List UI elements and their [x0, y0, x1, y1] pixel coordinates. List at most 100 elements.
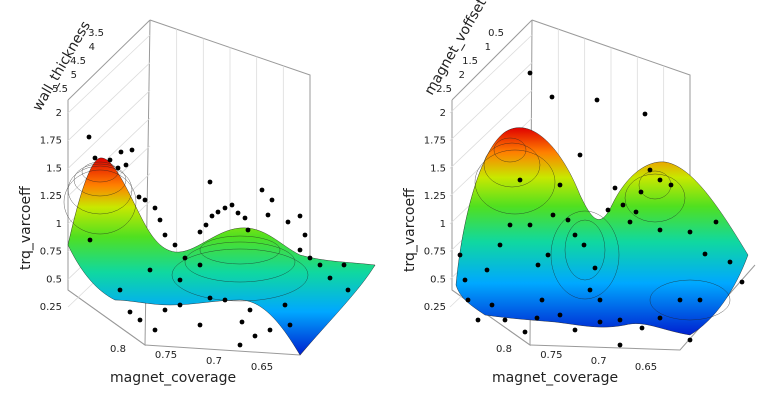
z-tick-label: 1 — [440, 219, 446, 230]
y-tick-label: 5 — [71, 70, 77, 81]
z-tick-label: 1.75 — [40, 136, 62, 147]
data-point — [247, 307, 253, 313]
grid-line — [67, 117, 151, 197]
data-point — [209, 213, 215, 219]
z-axis-label-right: trq_varcoeff — [402, 188, 418, 272]
data-point — [702, 251, 708, 257]
y-ticks-left: 3.5 44.5 55.5 — [52, 28, 104, 95]
top-left-edge — [451, 19, 533, 101]
x-tick-label: 0.75 — [155, 350, 177, 361]
data-point — [252, 333, 258, 339]
data-point — [129, 147, 135, 153]
y-axis-label-right: magnet_voffset — [422, 0, 491, 98]
data-point — [115, 165, 121, 171]
data-point — [245, 227, 251, 233]
data-point — [222, 297, 228, 303]
grid-line — [449, 34, 533, 114]
data-point — [92, 155, 98, 161]
data-point — [642, 111, 648, 117]
data-point — [123, 162, 129, 168]
data-point — [317, 262, 323, 268]
data-point — [118, 149, 124, 155]
data-point — [727, 259, 733, 265]
data-point — [235, 210, 241, 216]
data-point — [657, 177, 663, 183]
contour-line — [649, 279, 731, 321]
data-point — [269, 197, 275, 203]
data-point — [557, 312, 563, 318]
z-tick-label: 1 — [56, 219, 62, 230]
data-point — [142, 197, 148, 203]
data-point — [507, 222, 513, 228]
data-point — [620, 202, 626, 208]
data-point — [594, 97, 600, 103]
data-point — [127, 309, 133, 315]
data-point — [489, 302, 495, 308]
z-tick-label: 2 — [56, 108, 62, 119]
contour-line — [184, 241, 296, 283]
data-point — [287, 322, 293, 328]
x-axis-label-left: magnet_coverage — [110, 370, 236, 386]
data-point — [617, 317, 623, 323]
y-tick-label: 5.5 — [52, 84, 68, 95]
data-point — [297, 247, 303, 253]
data-point — [203, 222, 209, 228]
z-tick-label: 0.25 — [40, 302, 62, 313]
data-point — [302, 232, 308, 238]
x-tick-label: 0.8 — [110, 344, 126, 355]
data-point — [172, 242, 178, 248]
floor-left-edge — [67, 289, 146, 346]
data-point — [152, 205, 158, 211]
x-ticks-left: 0.8 0.75 0.7 0.65 — [110, 344, 273, 373]
data-point — [535, 262, 541, 268]
y-tick-label: 4.5 — [70, 56, 86, 67]
z-ticks-right: 2 1.75 1.5 1.25 1 0.75 0.5 0.25 — [424, 108, 446, 313]
data-point — [197, 322, 203, 328]
data-point — [587, 287, 593, 293]
data-point — [612, 185, 618, 191]
data-point — [162, 307, 168, 313]
data-point — [267, 327, 273, 333]
data-point — [713, 219, 719, 225]
z-ticks-left: 2 1.75 1.5 1.25 1 0.75 0.5 0.25 — [40, 108, 62, 313]
z-tick-label: 1.75 — [424, 136, 446, 147]
y-ticks-right: 0.5 1 1.5 2 2.5 — [436, 28, 504, 95]
z-axis-label-left: trq_varcoeff — [18, 186, 34, 270]
data-point — [539, 297, 545, 303]
data-point — [565, 217, 571, 223]
data-point — [282, 302, 288, 308]
data-point — [239, 319, 245, 325]
x-axis-label-right: magnet_coverage — [492, 370, 618, 386]
y-tick-label: 2.5 — [436, 84, 452, 95]
grid-line — [67, 62, 151, 142]
data-point — [605, 207, 611, 213]
data-point — [177, 277, 183, 283]
data-point — [117, 287, 123, 293]
data-point — [687, 337, 693, 343]
data-point — [627, 219, 633, 225]
data-point — [242, 215, 248, 221]
data-point — [147, 267, 153, 273]
data-point — [137, 317, 143, 323]
data-point — [484, 267, 490, 273]
contour-line — [493, 137, 527, 163]
data-point — [668, 182, 674, 188]
contour-line — [474, 149, 556, 215]
data-point — [162, 232, 168, 238]
x-tick-label: 0.65 — [251, 362, 273, 373]
contour-line — [67, 165, 133, 215]
y-tick-label: 0.5 — [488, 28, 504, 39]
data-point — [581, 242, 587, 248]
data-point — [739, 279, 745, 285]
data-point — [197, 262, 203, 268]
data-point — [197, 229, 203, 235]
data-point — [572, 232, 578, 238]
data-point — [557, 182, 563, 188]
data-point — [687, 229, 693, 235]
x-tick-label: 0.7 — [591, 356, 607, 367]
data-point — [107, 157, 113, 163]
data-point — [259, 187, 265, 193]
contour-line — [624, 173, 686, 223]
data-point — [633, 209, 639, 215]
